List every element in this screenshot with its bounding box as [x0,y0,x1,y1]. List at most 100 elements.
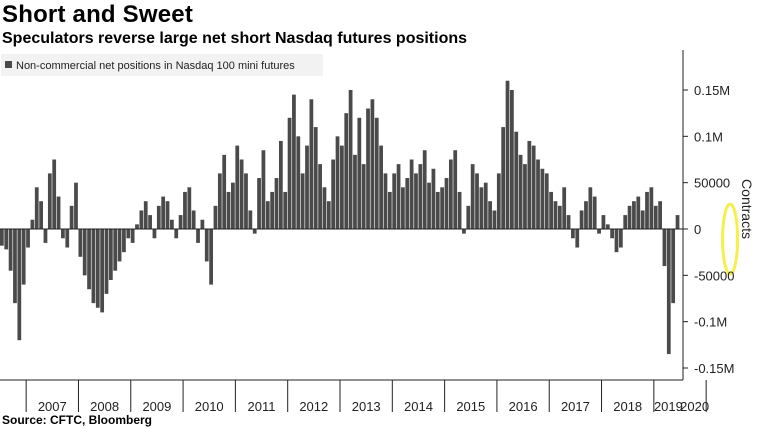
x-tick-label: 2020 [680,399,709,414]
bar [239,159,244,229]
bar [653,205,658,229]
bar [448,159,453,229]
x-tick-label: 2014 [404,399,433,414]
legend-box [1,54,323,76]
bar [418,164,423,229]
bar [488,201,492,229]
legend: Non-commercial net positions in Nasdaq 1… [1,54,323,76]
bar [579,210,584,229]
x-tick-label: 2011 [248,399,276,414]
bar [326,201,331,229]
bar [601,215,606,229]
bar [26,229,30,248]
bar [544,173,549,229]
highlight-ellipse [721,202,740,276]
bar [518,154,523,229]
bar [61,229,65,239]
bar [344,113,349,229]
bar [514,131,519,229]
bar [78,229,83,257]
bar [623,215,628,229]
bar [496,173,501,229]
bar [87,229,91,290]
bar [553,201,558,229]
bar [274,178,279,229]
bar [200,219,205,229]
bar [113,229,118,271]
bar [39,201,43,229]
bar [122,229,126,253]
bar [305,145,309,229]
bar [401,187,405,229]
bar [566,215,571,229]
bar [383,173,388,229]
bar [43,229,48,243]
bar [309,99,314,230]
bar [431,168,436,229]
bar [353,154,357,229]
bar [379,145,383,229]
bar [187,187,192,229]
bar [74,182,78,229]
bar [605,224,610,229]
bar [405,178,410,229]
bar [156,205,161,229]
axes-group: 0.15M 0.1M 50000 0 -50000 -0.1M -0.15M 2007 2008… [0,50,734,414]
bar [422,150,427,229]
bar [265,201,270,229]
bar [143,201,148,229]
bar [666,229,671,355]
bar [457,191,462,229]
bar [340,145,344,229]
bar [357,117,362,229]
bar [300,173,305,229]
bar [8,229,13,271]
bar [204,229,209,262]
bar [235,145,240,229]
x-tick-label: 2013 [352,399,381,414]
legend-swatch [5,61,12,68]
bar [278,140,283,229]
bar [649,187,654,229]
bar [100,229,105,313]
bar [52,159,57,229]
x-tick-label: 2019 [654,399,683,414]
legend-label: Non-commercial net positions in Nasdaq 1… [16,60,295,72]
bar [135,224,139,229]
bar [178,215,183,229]
bar [270,191,275,229]
bar [174,229,179,239]
bar [540,168,545,229]
bar [108,229,113,280]
bar [65,229,70,248]
bar [614,229,619,253]
bar [69,205,74,229]
bar [95,229,100,308]
bar [662,229,667,267]
bar [618,229,623,248]
y-tick-label: 0.1M [694,129,723,144]
bar [82,229,87,276]
bar [640,210,645,229]
bar [257,178,261,229]
bar [4,229,9,250]
x-tick-label: 2007 [38,399,67,414]
y-tick-label: -0.1M [694,315,727,330]
y-tick-label: -0.15M [694,361,734,376]
x-tick-label: 2015 [456,399,485,414]
bar [501,127,506,229]
bar [104,229,109,294]
y-axis-label: Contracts [739,179,755,239]
bar [392,173,397,229]
bar [627,205,632,229]
bar [34,187,39,229]
chart-title: Short and Sweet [2,1,194,28]
bar [318,164,322,229]
bar [466,205,471,229]
bar [161,196,166,229]
bar [492,210,497,229]
bars-group [0,80,680,355]
bar [13,229,17,304]
bar [0,229,4,246]
